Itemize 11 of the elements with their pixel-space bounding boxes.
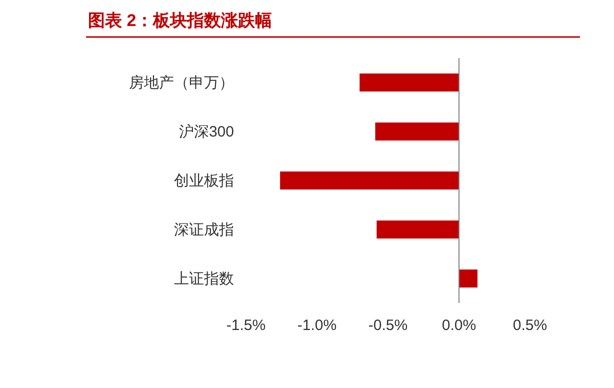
tick-label: 0.0% <box>442 317 476 334</box>
tick-label: -0.5% <box>368 317 408 334</box>
title: 图表 2：板块指数涨跌幅 <box>88 11 272 30</box>
tick-label: -1.0% <box>297 317 337 334</box>
tick-label: 0.5% <box>512 317 548 334</box>
tick-label: -1.5% <box>226 317 266 334</box>
category-label: 沪深300 <box>178 124 234 140</box>
category-label: 上证指数 <box>174 270 234 288</box>
category-label: 深证成指 <box>174 222 234 238</box>
category-label: 创业板指 <box>174 172 234 190</box>
category-label: 房地产（申万） <box>129 74 234 92</box>
